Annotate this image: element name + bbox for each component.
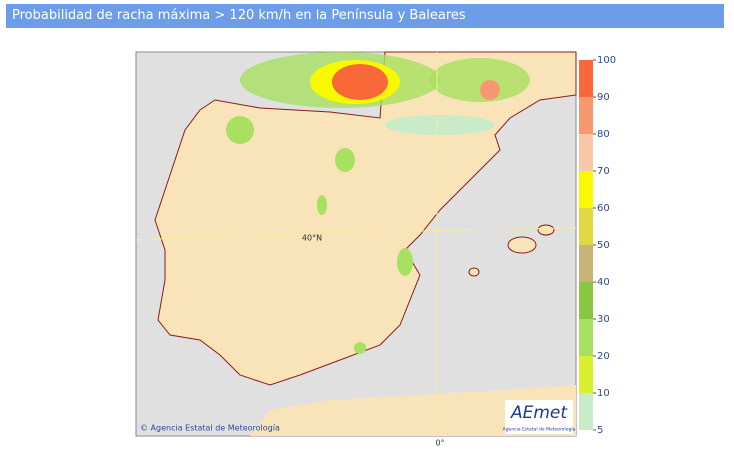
colorbar-label: 70 (597, 166, 610, 177)
colorbar: 5 10 20 30 40 50 60 70 80 90 100 (579, 55, 616, 436)
colorbar-label: 50 (597, 240, 610, 251)
colorbar-label: 90 (597, 92, 610, 103)
colorbar-label: 80 (597, 129, 610, 140)
colorbar-band (579, 60, 593, 97)
land (154, 51, 577, 386)
colorbar-label: 100 (597, 55, 616, 66)
colorbar-band (579, 97, 593, 134)
header-bar: Probabilidad de racha máxima > 120 km/h … (6, 4, 724, 28)
colorbar-band (579, 171, 593, 208)
latitude-label: 40°N (302, 234, 322, 243)
island (507, 236, 537, 254)
longitude-label: 0° (435, 439, 444, 448)
credit: © Agencia Estatal de Meteorología (140, 424, 280, 433)
logo-box (505, 400, 573, 434)
colorbar-band (579, 319, 593, 356)
colorbar-label: 30 (597, 314, 610, 325)
colorbar-band (579, 208, 593, 245)
island (468, 267, 480, 277)
logo: AEmet (510, 403, 568, 423)
probability-areas (226, 52, 530, 354)
colorbar-label: 40 (597, 277, 610, 288)
colorbar-band (579, 282, 593, 319)
logo-caption: Agencia Estatal de Meteorología (503, 426, 576, 433)
colorbar-label: 10 (597, 388, 610, 399)
colorbar-band (579, 393, 593, 430)
parallel (135, 227, 577, 241)
colorbar-band (579, 245, 593, 282)
colorbar-band (579, 356, 593, 393)
colorbar-label: 20 (597, 351, 610, 362)
colorbar-label: 5 (597, 425, 603, 436)
africa (250, 385, 576, 436)
colorbar-band (579, 134, 593, 171)
island (537, 224, 555, 236)
colorbar-label: 60 (597, 203, 610, 214)
title: Probabilidad de racha máxima > 120 km/h … (12, 8, 466, 23)
